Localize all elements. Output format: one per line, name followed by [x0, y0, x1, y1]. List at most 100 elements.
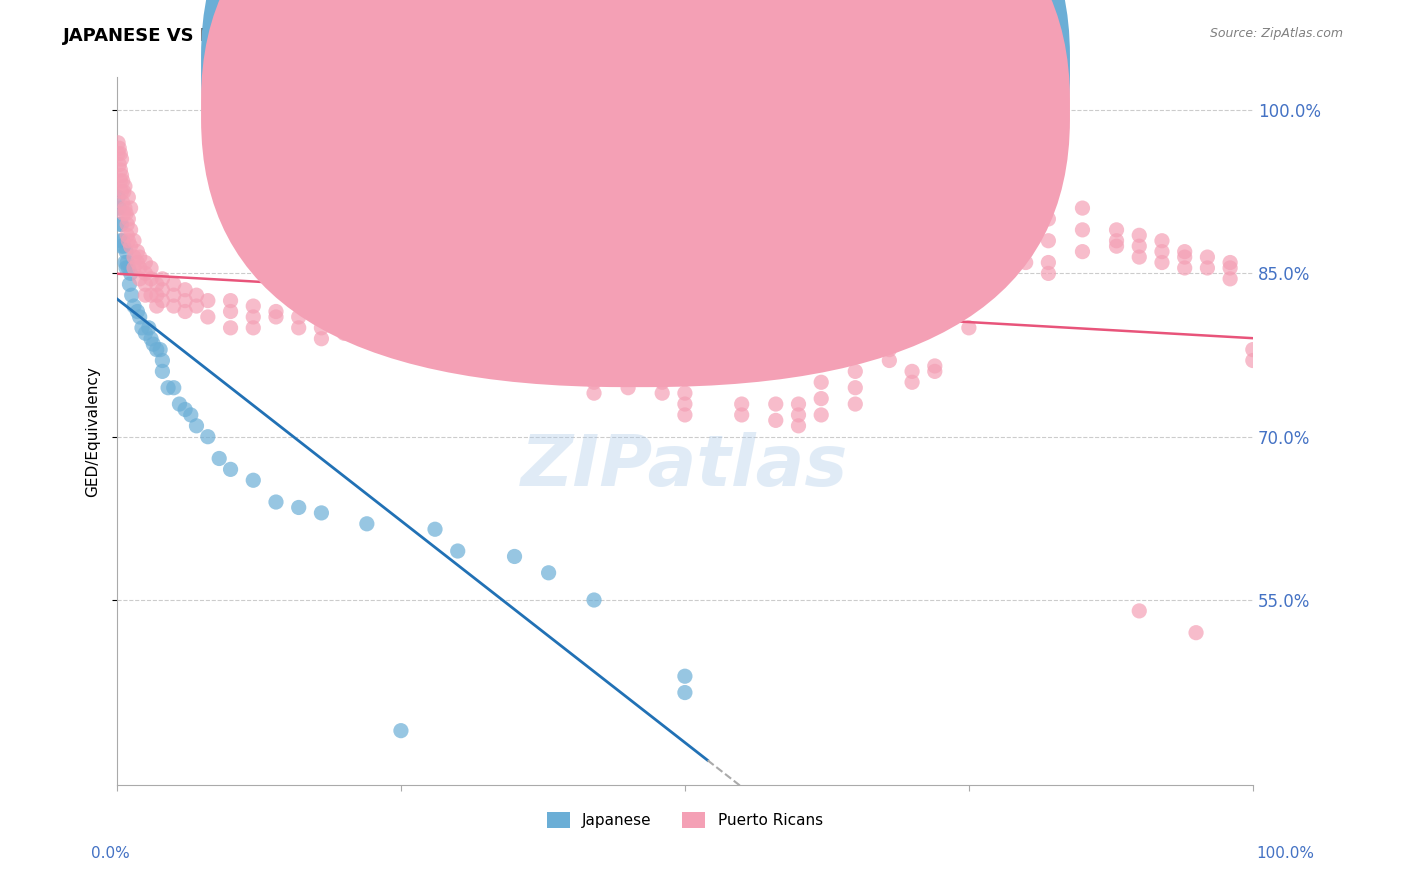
Point — [765, 413, 787, 427]
Point — [145, 343, 167, 357]
Point — [673, 408, 696, 422]
Point — [115, 260, 138, 275]
Point — [111, 195, 134, 210]
Point — [115, 218, 138, 232]
Point — [117, 211, 139, 226]
Point — [115, 228, 138, 243]
Text: R = -0.515   N =  50: R = -0.515 N = 50 — [657, 58, 824, 72]
Point — [537, 364, 560, 378]
Point — [1197, 260, 1219, 275]
Point — [117, 260, 139, 275]
Point — [112, 206, 135, 220]
Text: 0.0%: 0.0% — [91, 847, 131, 861]
Point — [787, 408, 810, 422]
Point — [174, 304, 197, 318]
Point — [122, 234, 145, 248]
Point — [1128, 228, 1150, 243]
Point — [1038, 267, 1060, 281]
Point — [219, 321, 242, 335]
Point — [844, 381, 866, 395]
Point — [389, 343, 412, 357]
Point — [208, 451, 231, 466]
Point — [122, 260, 145, 275]
Point — [1174, 250, 1197, 264]
Point — [111, 234, 134, 248]
Point — [651, 386, 673, 401]
Point — [924, 364, 946, 378]
Point — [287, 321, 309, 335]
Point — [264, 304, 287, 318]
Point — [1219, 260, 1241, 275]
Point — [1197, 250, 1219, 264]
Text: ZIPatlas: ZIPatlas — [522, 432, 849, 501]
Point — [311, 506, 333, 520]
Point — [127, 255, 149, 269]
Point — [174, 283, 197, 297]
Point — [110, 152, 132, 166]
Point — [901, 376, 924, 390]
Point — [673, 397, 696, 411]
Point — [1174, 260, 1197, 275]
Point — [114, 255, 136, 269]
Point — [1071, 223, 1094, 237]
Text: JAPANESE VS PUERTO RICAN GED/EQUIVALENCY CORRELATION CHART: JAPANESE VS PUERTO RICAN GED/EQUIVALENCY… — [63, 27, 766, 45]
Point — [110, 185, 132, 199]
Point — [110, 146, 132, 161]
Point — [142, 337, 165, 351]
Point — [537, 566, 560, 580]
Point — [1150, 255, 1173, 269]
Point — [114, 201, 136, 215]
Point — [470, 353, 492, 368]
Point — [731, 397, 754, 411]
Point — [152, 283, 174, 297]
Point — [110, 234, 132, 248]
Point — [145, 299, 167, 313]
Point — [582, 364, 605, 378]
Point — [356, 516, 378, 531]
Point — [787, 397, 810, 411]
Point — [1105, 239, 1128, 253]
Point — [108, 201, 131, 215]
Point — [139, 288, 162, 302]
Point — [389, 332, 412, 346]
Point — [1219, 255, 1241, 269]
Point — [879, 353, 901, 368]
Point — [264, 310, 287, 324]
Point — [110, 218, 132, 232]
Point — [1185, 625, 1208, 640]
Point — [787, 418, 810, 433]
Point — [242, 321, 264, 335]
Point — [287, 500, 309, 515]
Point — [582, 386, 605, 401]
Point — [174, 402, 197, 417]
Point — [134, 277, 156, 292]
Point — [333, 326, 356, 341]
Point — [503, 343, 526, 357]
Point — [1128, 604, 1150, 618]
Point — [152, 272, 174, 286]
Point — [186, 288, 208, 302]
Point — [389, 723, 412, 738]
Point — [139, 332, 162, 346]
Point — [924, 359, 946, 373]
Point — [197, 293, 219, 308]
Point — [115, 206, 138, 220]
Point — [673, 685, 696, 699]
Point — [1128, 250, 1150, 264]
Point — [128, 250, 150, 264]
Point — [1150, 244, 1173, 259]
Point — [145, 277, 167, 292]
Point — [110, 218, 132, 232]
Point — [879, 343, 901, 357]
Point — [117, 234, 139, 248]
Point — [197, 430, 219, 444]
Y-axis label: GED/Equivalency: GED/Equivalency — [86, 366, 100, 497]
Point — [110, 174, 132, 188]
Point — [110, 169, 132, 183]
Point — [128, 272, 150, 286]
Point — [264, 495, 287, 509]
Point — [112, 185, 135, 199]
Point — [537, 353, 560, 368]
Point — [108, 141, 131, 155]
Point — [991, 255, 1014, 269]
